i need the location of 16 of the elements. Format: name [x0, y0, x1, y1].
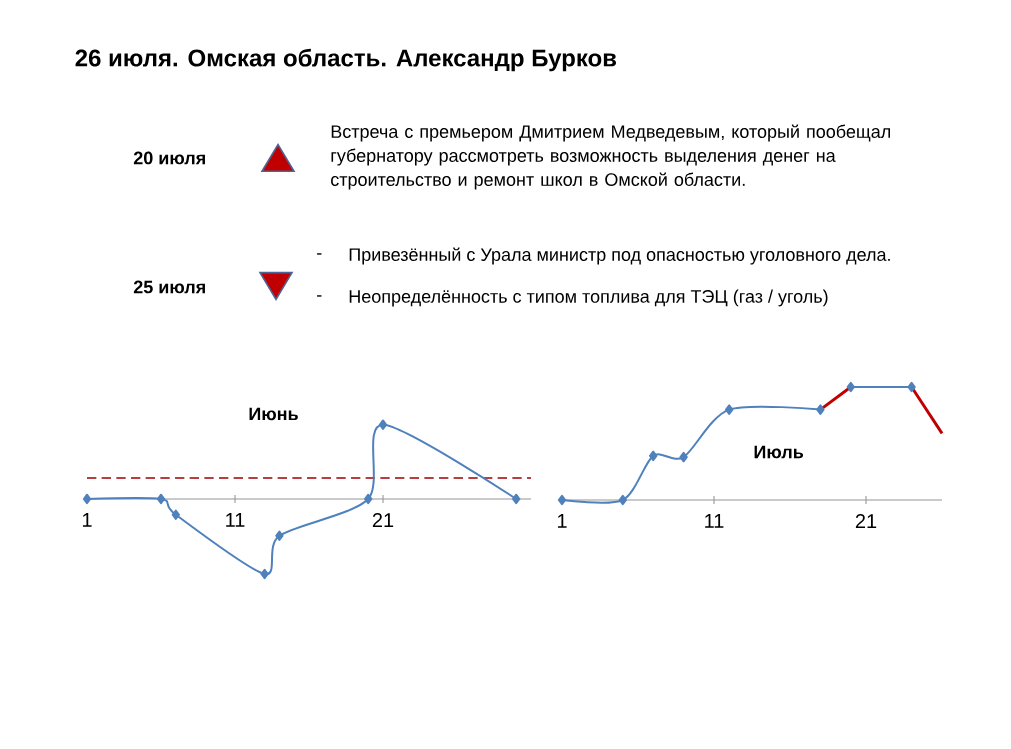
text: Привезённый с Урала министр под опасностью уголовного дела. — [349, 247, 890, 265]
text: 20 июля — [133, 151, 205, 165]
chart-title: Июнь — [249, 407, 298, 421]
text: Неопределённость с типом топлива для ТЭЦ (газ / уголь) — [349, 289, 828, 307]
x-tick-label: 21 — [372, 513, 394, 527]
x-tick-label: 11 — [705, 514, 724, 528]
x-tick-label: 1 — [82, 513, 92, 527]
text: Встреча с премьером Дмитрием Медведевым, который пообещал губернатору рассмотреть возможность выделения денег на строительство и ремонт школ в Омской области. — [331, 124, 890, 190]
text: - — [317, 253, 322, 255]
text: 26 июля. Омская область. Александр Бурков — [75, 48, 617, 72]
x-tick-label: 21 — [855, 514, 877, 528]
text: - — [317, 295, 322, 297]
x-tick-label: 1 — [557, 514, 567, 528]
text: Июль — [754, 445, 804, 459]
x-tick-label: 11 — [226, 513, 245, 527]
text: 25 июля — [133, 280, 205, 294]
